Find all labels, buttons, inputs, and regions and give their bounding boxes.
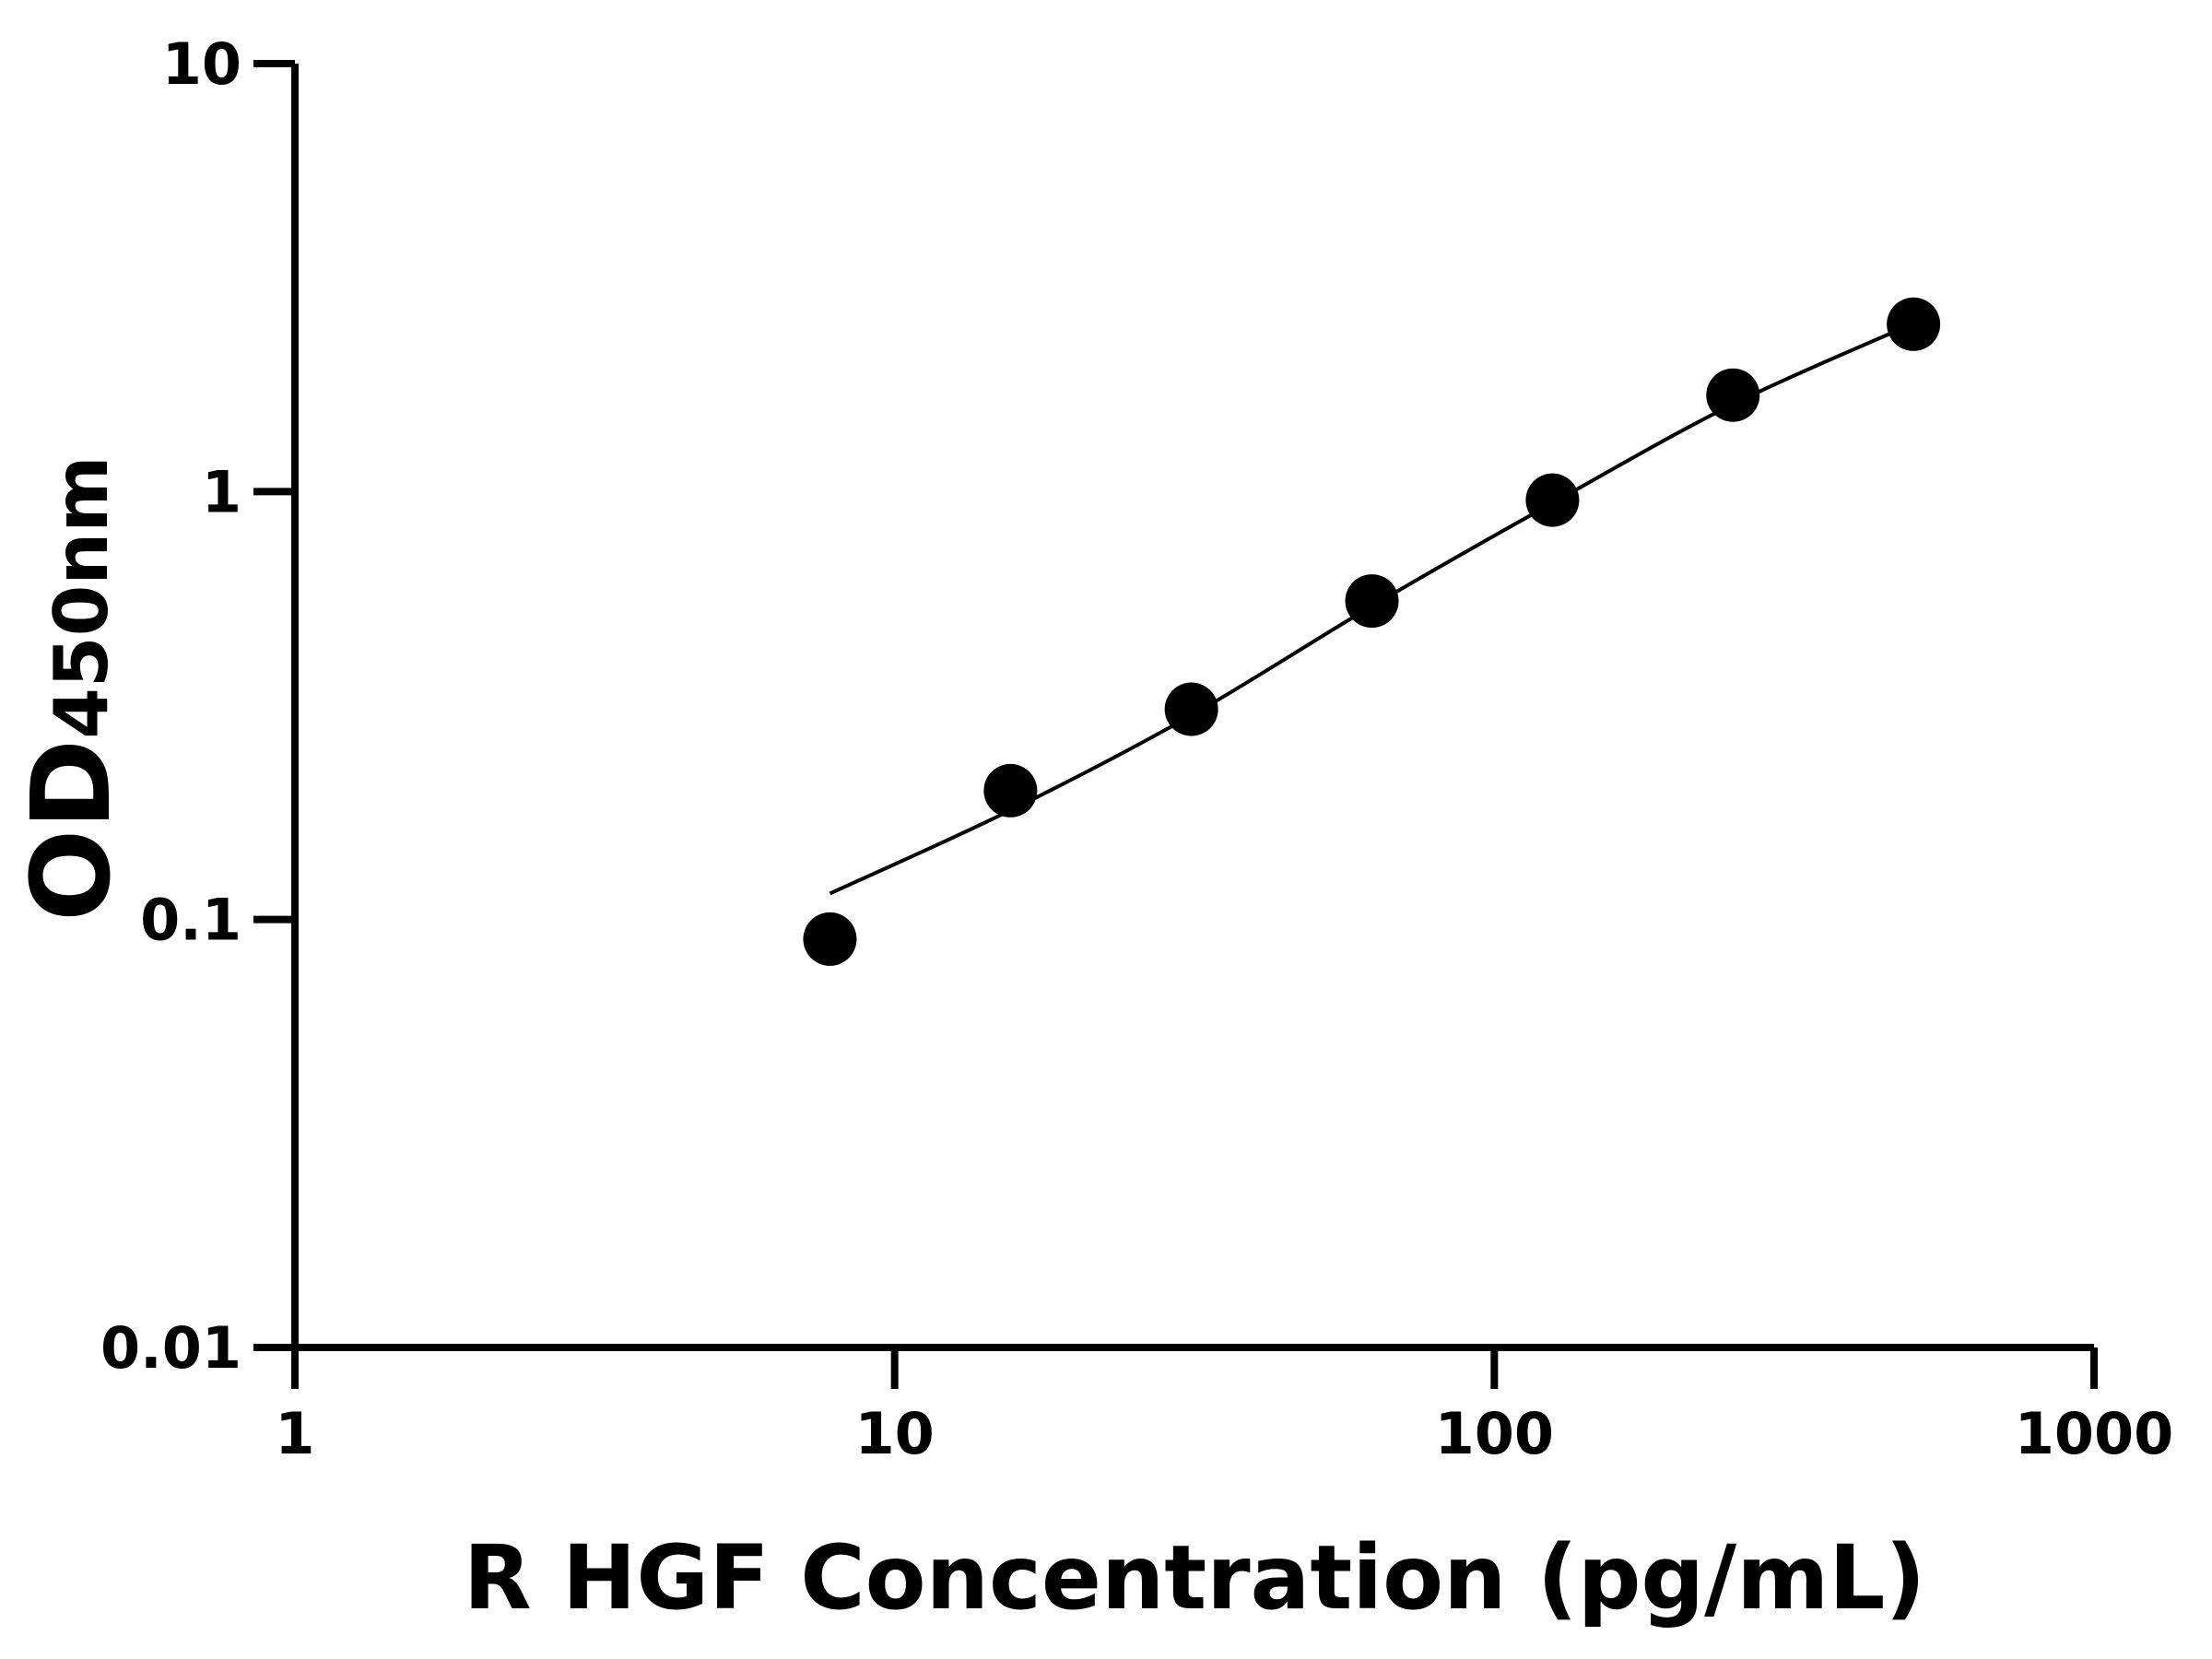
y-tick-label: 0.01 [100, 1314, 241, 1382]
data-point [1525, 473, 1580, 527]
data-point [803, 912, 857, 966]
data-point [1164, 682, 1218, 736]
y-tick-label: 0.1 [140, 887, 241, 954]
y-axis-label-sub: 450nm [39, 455, 124, 738]
data-points [803, 297, 1941, 966]
data-point [1887, 297, 1941, 351]
x-tick-label: 1 [275, 1400, 314, 1467]
x-tick-label: 100 [1435, 1400, 1554, 1467]
axes [291, 64, 2094, 1351]
y-tick-label: 1 [202, 458, 241, 525]
y-axis-label: OD450nm [7, 455, 135, 922]
x-axis-label: R HGF Concentration (pg/mL) [464, 1526, 1926, 1630]
y-tick-label: 10 [162, 30, 241, 98]
data-point [983, 763, 1038, 818]
data-point [1706, 368, 1760, 422]
data-point [1345, 574, 1399, 629]
x-tick-label: 1000 [2015, 1400, 2174, 1467]
ticks: 1 10 100 1000 0.01 0.1 1 10 [100, 30, 2173, 1467]
x-tick-label: 10 [855, 1400, 935, 1467]
y-axis-label-main: OD [7, 739, 135, 922]
